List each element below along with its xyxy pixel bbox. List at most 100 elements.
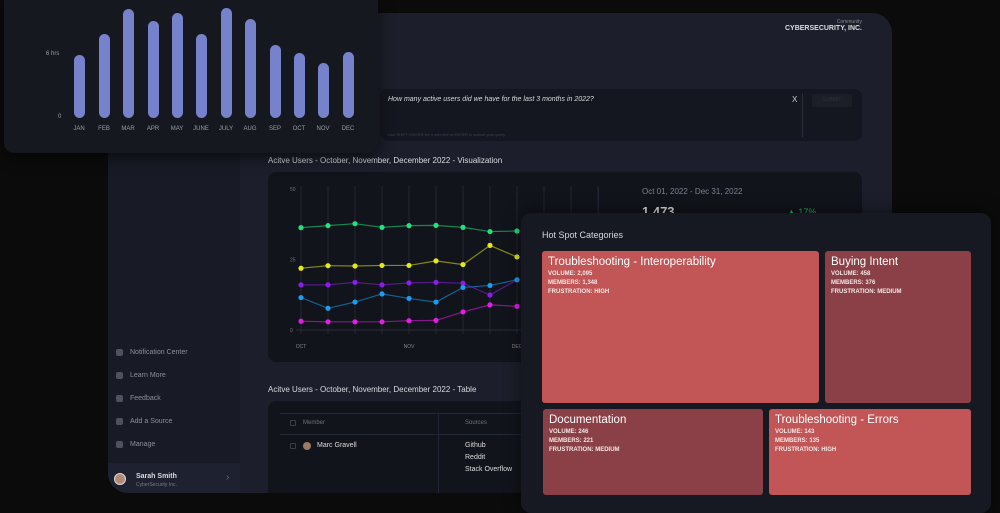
sidebar-item-learn-more[interactable]: Learn More <box>116 372 166 379</box>
data-point-purple[interactable] <box>379 282 385 288</box>
data-point-green[interactable] <box>514 228 520 234</box>
data-point-purple[interactable] <box>298 282 304 288</box>
data-point-green[interactable] <box>379 224 385 230</box>
date-range: Oct 01, 2022 - Dec 31, 2022 <box>642 187 743 196</box>
data-point-blue[interactable] <box>406 295 412 302</box>
data-point-blue[interactable] <box>325 305 331 311</box>
bar-feb[interactable] <box>99 34 110 118</box>
data-point-yellow[interactable] <box>298 265 304 271</box>
data-point-green[interactable] <box>406 223 412 229</box>
x-tick-label: JUNE <box>193 126 209 132</box>
data-point-green[interactable] <box>487 228 493 235</box>
x-tick-label: SEP <box>268 126 282 132</box>
avatar <box>303 442 311 450</box>
query-box[interactable]: How many active users did we have for th… <box>380 89 862 141</box>
data-point-yellow[interactable] <box>379 262 385 269</box>
hotspot-tile-documentation[interactable]: Documentation VOLUME: 246 MEMBERS: 221 F… <box>543 409 763 495</box>
data-point-magenta[interactable] <box>460 309 466 315</box>
list-icon <box>116 441 123 448</box>
query-input[interactable]: How many active users did we have for th… <box>388 96 594 103</box>
bar-july[interactable] <box>221 7 232 118</box>
data-point-green[interactable] <box>298 225 304 231</box>
data-point-blue[interactable] <box>298 294 304 301</box>
data-point-blue[interactable] <box>352 299 358 305</box>
sidebar-item-feedback[interactable]: Feedback <box>116 395 161 402</box>
data-point-yellow[interactable] <box>514 254 520 260</box>
data-point-purple[interactable] <box>325 282 331 288</box>
data-point-green[interactable] <box>352 221 358 227</box>
bar-mar[interactable] <box>123 8 134 118</box>
sidebar-item-notification-center[interactable]: Notification Center <box>116 349 188 356</box>
sidebar-item-label: Feedback <box>130 395 161 402</box>
data-point-green[interactable] <box>433 222 439 228</box>
data-point-yellow[interactable] <box>325 263 331 269</box>
x-tick-label: DEC <box>512 344 523 350</box>
data-point-magenta[interactable] <box>514 303 520 309</box>
data-point-green[interactable] <box>460 224 466 230</box>
data-point-purple[interactable] <box>433 279 439 285</box>
tile-title: Troubleshooting - Interoperability <box>548 256 716 268</box>
row-checkbox[interactable] <box>290 443 296 449</box>
bar-sep[interactable] <box>270 44 281 118</box>
data-point-blue[interactable] <box>379 291 385 297</box>
data-point-green[interactable] <box>325 223 331 229</box>
data-point-yellow[interactable] <box>487 242 493 248</box>
data-point-magenta[interactable] <box>433 317 439 324</box>
user-profile[interactable]: Sarah Smith CyberSecurity Inc. › <box>108 463 240 493</box>
column-header-member[interactable]: Member <box>303 420 326 426</box>
x-tick-label: OCT <box>296 344 307 350</box>
data-point-yellow[interactable] <box>406 262 412 269</box>
data-point-yellow[interactable] <box>352 263 358 269</box>
x-tick-label: JULY <box>218 126 234 132</box>
divider <box>802 93 803 137</box>
tile-frustration: FRUSTRATION: HIGH <box>548 289 610 295</box>
y-tick-label: 6 hrs <box>46 51 60 57</box>
sidebar-item-add-a-source[interactable]: Add a Source <box>116 418 172 425</box>
data-point-magenta[interactable] <box>298 318 304 324</box>
data-point-blue[interactable] <box>460 284 466 291</box>
data-point-yellow[interactable] <box>460 261 466 268</box>
data-point-magenta[interactable] <box>487 302 493 308</box>
data-point-purple[interactable] <box>460 280 466 286</box>
data-point-purple[interactable] <box>406 280 412 286</box>
data-point-purple[interactable] <box>352 279 358 285</box>
bar-dec[interactable] <box>343 51 354 118</box>
hotspot-tile-troubleshooting-interoperability[interactable]: Troubleshooting - Interoperability VOLUM… <box>542 251 819 403</box>
data-point-blue[interactable] <box>514 277 520 283</box>
clear-button[interactable]: X <box>792 95 798 104</box>
data-point-magenta[interactable] <box>379 319 385 325</box>
x-tick-label: MAR <box>121 126 135 132</box>
data-point-magenta[interactable] <box>406 318 412 324</box>
bar-apr[interactable] <box>148 21 159 118</box>
avatar <box>114 473 126 485</box>
tile-title: Documentation <box>549 414 627 426</box>
hotspot-tile-buying-intent[interactable]: Buying Intent VOLUME: 458 MEMBERS: 376 F… <box>825 251 971 403</box>
x-tick-label: OCT <box>292 126 306 132</box>
bar-jan[interactable] <box>74 55 85 118</box>
bar-may[interactable] <box>172 13 183 118</box>
change-badge: ▲ 17% <box>787 207 817 217</box>
bar-oct[interactable] <box>294 52 305 118</box>
tile-title: Buying Intent <box>831 256 899 268</box>
user-org: CyberSecurity Inc. <box>136 482 177 488</box>
member-name[interactable]: Marc Gravell <box>317 442 357 449</box>
query-hint: Use SHIFT+ENTER for a new line or ENTER … <box>388 132 506 137</box>
select-all-checkbox[interactable] <box>290 420 296 426</box>
sidebar-item-manage[interactable]: Manage <box>116 441 155 448</box>
data-point-magenta[interactable] <box>352 319 358 325</box>
data-point-purple[interactable] <box>487 292 493 298</box>
sidebar-item-label: Manage <box>130 441 156 448</box>
x-tick-label: DEC <box>341 126 355 132</box>
data-point-blue[interactable] <box>487 282 493 289</box>
data-point-yellow[interactable] <box>433 258 439 264</box>
submit-button[interactable]: SUBMIT <box>812 94 852 107</box>
data-point-blue[interactable] <box>433 299 439 305</box>
bar-aug[interactable] <box>245 19 256 118</box>
column-header-sources[interactable]: Sources <box>465 420 488 426</box>
bar-june[interactable] <box>196 34 207 118</box>
bar-nov[interactable] <box>318 63 329 118</box>
hotspot-tile-troubleshooting-errors[interactable]: Troubleshooting - Errors VOLUME: 143 MEM… <box>769 409 971 495</box>
data-point-magenta[interactable] <box>325 319 331 325</box>
table-title: Acitve Users - October, November, Decemb… <box>268 385 477 394</box>
chevron-right-icon[interactable]: › <box>226 472 230 483</box>
